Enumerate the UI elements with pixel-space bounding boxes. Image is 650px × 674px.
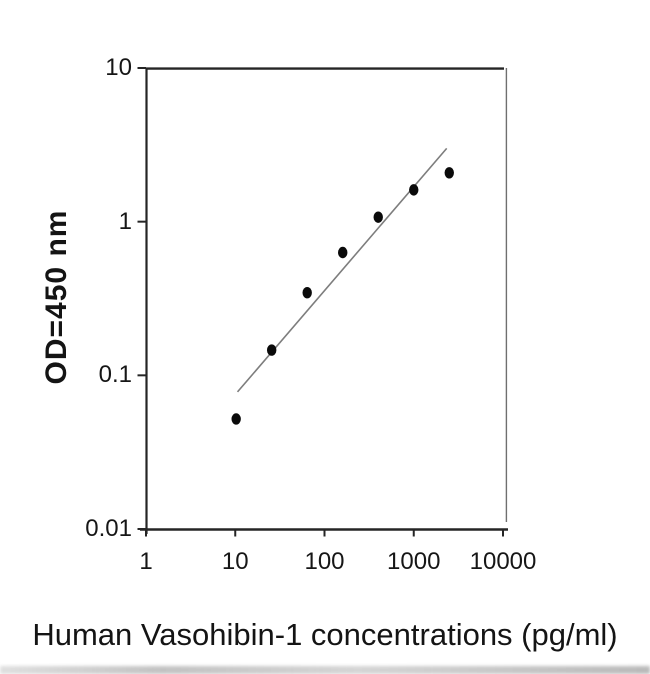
photo-edge-artifact	[0, 666, 650, 674]
data-point	[338, 246, 348, 259]
data-point	[266, 344, 277, 356]
x-tick-label: 100	[304, 548, 345, 575]
data-point	[373, 211, 383, 223]
data-point	[302, 286, 312, 299]
y-axis-label: OD=450 nm	[40, 209, 73, 385]
x-axis-title: Human Vasohibin-1 concentrations (pg/ml)	[32, 617, 618, 652]
y-tick-label: 10	[105, 54, 132, 81]
x-tick-label: 1000	[387, 548, 441, 575]
y-tick-label: 1	[118, 207, 132, 235]
data-point	[444, 167, 454, 179]
x-tick-label: 10000	[469, 548, 537, 575]
y-tick-label: 0.01	[85, 515, 132, 542]
data-point	[409, 184, 419, 196]
x-tick-label: 1	[139, 548, 153, 575]
data-point	[231, 413, 241, 425]
y-tick-label: 0.1	[98, 361, 132, 389]
x-tick-label: 10	[221, 548, 249, 575]
